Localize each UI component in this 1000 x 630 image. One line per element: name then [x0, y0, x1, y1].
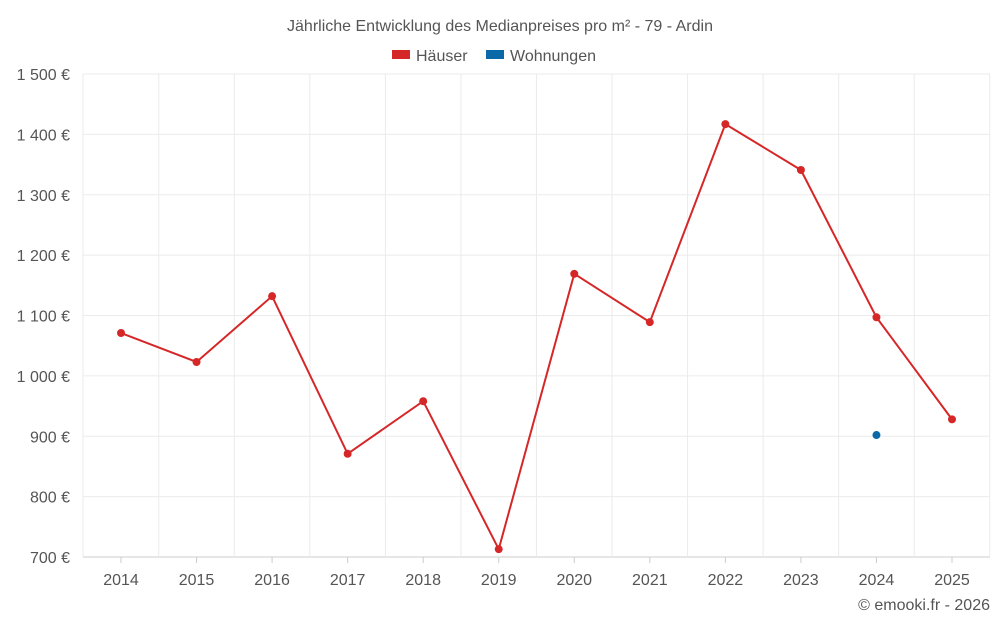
credit: © emooki.fr - 2026 [858, 597, 990, 614]
x-tick-label: 2025 [934, 572, 970, 589]
x-tick-label: 2021 [632, 572, 668, 589]
x-tick-label: 2018 [405, 572, 441, 589]
x-tick-label: 2024 [859, 572, 895, 589]
x-tick-label: 2022 [708, 572, 744, 589]
legend-label: Wohnungen [510, 48, 596, 65]
data-point [796, 165, 805, 174]
y-tick-label: 800 € [30, 490, 70, 507]
x-axis: 2014 2015 2016 2017 2018 2019 2020 2021 2022 2023… [103, 557, 970, 589]
series-group [117, 120, 956, 554]
grid [82, 73, 991, 558]
legend-swatch [486, 50, 504, 59]
x-tick-label: 2017 [330, 572, 366, 589]
legend-label: Häuser [416, 48, 468, 65]
legend: Häuser Wohnungen [392, 48, 596, 65]
data-point [268, 292, 277, 301]
data-point [570, 269, 579, 278]
data-point [117, 329, 125, 338]
x-tick-label: 2015 [179, 572, 215, 589]
x-tick-label: 2020 [556, 572, 592, 589]
x-tick-label: 2019 [481, 572, 517, 589]
y-tick-label: 700 € [30, 550, 70, 567]
y-tick-label: 900 € [30, 429, 70, 446]
y-tick-label: 1 100 € [17, 309, 70, 326]
y-tick-label: 1 500 € [17, 67, 70, 84]
series-wohnungen [872, 431, 881, 440]
x-tick-label: 2014 [103, 572, 139, 589]
data-point [948, 415, 956, 424]
data-point [494, 545, 503, 554]
data-point [872, 313, 881, 322]
data-point [721, 120, 730, 129]
data-point [872, 431, 881, 440]
data-point [192, 357, 201, 366]
y-tick-label: 1 300 € [17, 188, 70, 205]
y-axis: 700 € 800 € 900 € 1 000 € 1 100 € 1 200 € 1 30… [17, 67, 70, 567]
data-point [419, 397, 428, 406]
series-line [120, 122, 953, 552]
legend-swatch [392, 50, 410, 59]
x-tick-label: 2023 [783, 572, 819, 589]
y-tick-label: 1 400 € [17, 127, 70, 144]
data-point [645, 318, 654, 327]
y-tick-label: 1 200 € [17, 248, 70, 265]
chart-title: Jährliche Entwicklung des Medianpreises … [287, 18, 713, 35]
data-point [343, 449, 352, 458]
series-häuser [117, 120, 956, 554]
y-tick-label: 1 000 € [17, 369, 70, 386]
x-tick-label: 2016 [254, 572, 290, 589]
